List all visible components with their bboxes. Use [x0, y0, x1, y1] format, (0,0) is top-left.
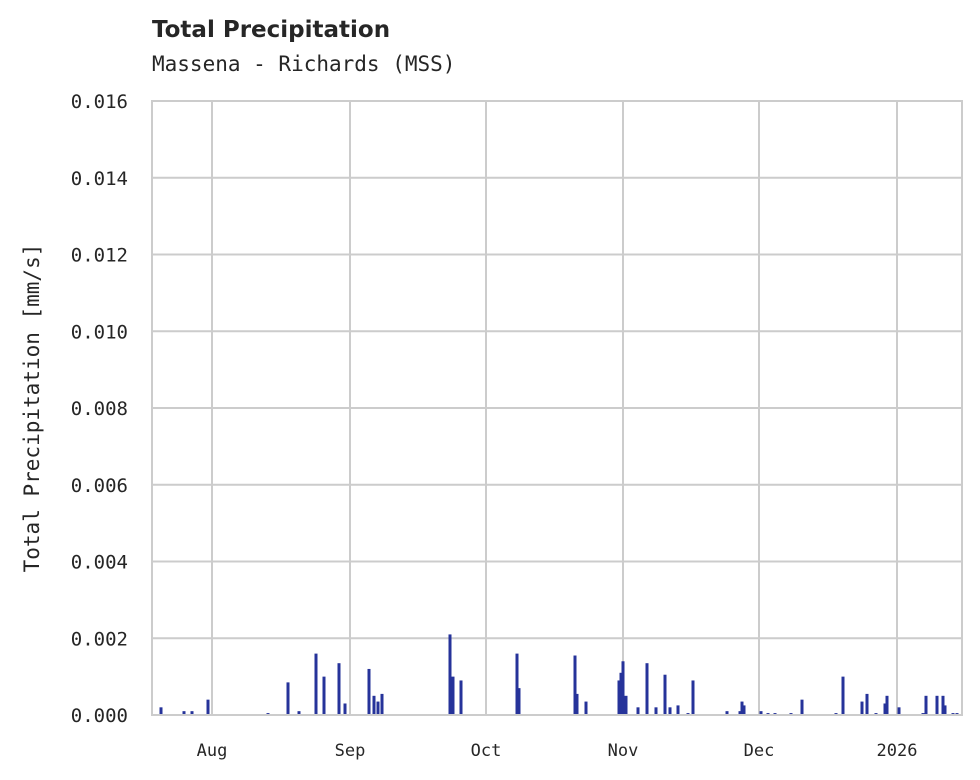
precip-bar	[740, 701, 744, 715]
precip-bar	[159, 707, 163, 715]
precip-bar	[943, 705, 947, 715]
precip-bar	[759, 711, 763, 715]
precip-bar	[206, 699, 210, 715]
precip-bar	[322, 676, 326, 715]
precip-bar	[314, 653, 318, 715]
precip-bar	[380, 693, 384, 715]
y-tick-label: 0.010	[71, 321, 128, 343]
precip-bar	[636, 707, 640, 715]
precip-bar	[645, 663, 649, 715]
precip-bar	[897, 707, 901, 715]
precip-bar	[459, 680, 463, 715]
precip-bar	[941, 695, 945, 715]
chart-subtitle: Massena - Richards (MSS)	[152, 52, 456, 76]
precip-bar	[742, 705, 746, 715]
precip-bar	[376, 701, 380, 715]
y-tick-label: 0.004	[71, 552, 128, 574]
precip-bar	[343, 703, 347, 715]
y-tick-label: 0.012	[71, 245, 128, 267]
x-tick-label: Nov	[608, 741, 639, 761]
y-tick-label: 0.002	[71, 628, 128, 650]
precip-bar	[515, 653, 519, 715]
bar-series	[159, 634, 959, 715]
precip-bar	[738, 711, 742, 715]
y-tick-label: 0.016	[71, 91, 128, 113]
precip-bar	[517, 688, 521, 715]
precip-bar	[367, 668, 371, 715]
precip-bar	[800, 699, 804, 715]
precip-bar	[725, 711, 729, 715]
y-axis-ticks: 0.000 0.002 0.004 0.006 0.008 0.010 0.012 0.014…	[71, 91, 128, 727]
precip-bar	[182, 711, 186, 715]
precip-bar	[621, 661, 625, 715]
precip-bar	[448, 634, 452, 715]
x-tick-label: Aug	[197, 741, 228, 761]
precip-bar	[575, 693, 579, 715]
y-tick-label: 0.014	[71, 168, 128, 190]
precip-bar	[286, 682, 290, 715]
precip-bar	[935, 695, 939, 715]
precip-bar	[297, 711, 301, 715]
precip-bar	[691, 680, 695, 715]
x-tick-label: 2026	[877, 741, 918, 761]
precip-bar	[190, 711, 194, 715]
precip-bar	[860, 701, 864, 715]
precip-bar	[663, 674, 667, 715]
precip-bar	[865, 693, 869, 715]
x-tick-label: Sep	[335, 741, 366, 761]
precip-bar	[883, 703, 887, 715]
precip-bar	[885, 695, 889, 715]
precip-bar	[676, 705, 680, 715]
x-axis-ticks: Aug Sep Oct Nov Dec 2026	[197, 741, 918, 761]
precip-bar	[654, 707, 658, 715]
precip-bar	[841, 676, 845, 715]
precip-bar	[451, 676, 455, 715]
precip-bar	[624, 695, 628, 715]
x-tick-label: Oct	[471, 741, 502, 761]
x-tick-label: Dec	[744, 741, 775, 761]
precip-bar	[337, 663, 341, 715]
precip-bar	[584, 701, 588, 715]
plot-frame	[151, 100, 963, 716]
grid-lines	[152, 100, 962, 716]
precip-bar	[372, 695, 376, 715]
precip-bar	[619, 672, 623, 715]
precip-bar	[668, 707, 672, 715]
precip-bar	[924, 695, 928, 715]
y-tick-label: 0.008	[71, 398, 128, 420]
chart-title: Total Precipitation	[152, 17, 391, 43]
precip-bar	[573, 655, 577, 715]
precip-bar	[617, 680, 621, 715]
y-tick-label: 0.006	[71, 475, 128, 497]
y-tick-label: 0.000	[71, 705, 128, 727]
